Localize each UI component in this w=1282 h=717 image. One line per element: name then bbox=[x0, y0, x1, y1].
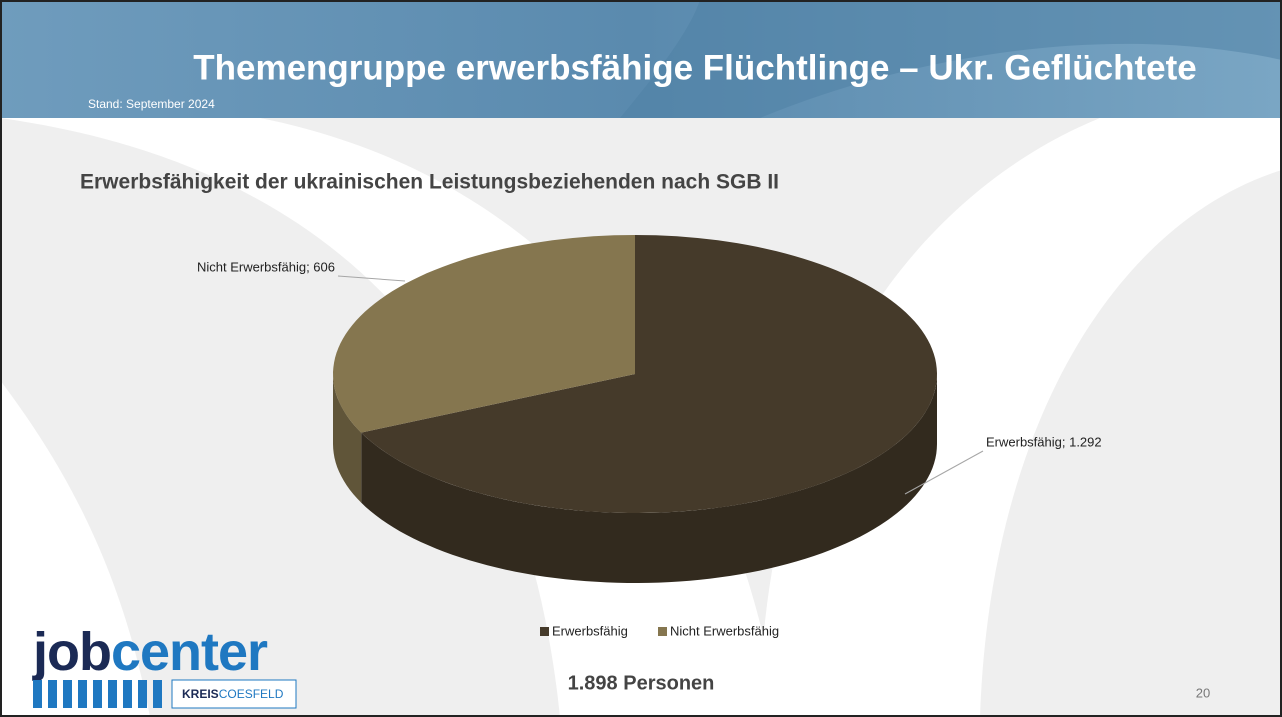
data-label: Nicht Erwerbsfähig; 606 bbox=[197, 259, 335, 274]
stripe bbox=[33, 680, 42, 708]
pie: Erwerbsfähig; 1.292 Nicht Erwerbsfähig; 6… bbox=[197, 235, 1102, 638]
pie-slice bbox=[333, 235, 635, 433]
logo-part: center bbox=[111, 622, 268, 682]
stripe bbox=[78, 680, 87, 708]
logo-stripes bbox=[33, 680, 162, 708]
slide-title: Themengruppe erwerbsfähige Flüchtlinge –… bbox=[193, 48, 1197, 87]
pie-side bbox=[333, 374, 362, 503]
logo-box bbox=[171, 679, 297, 709]
header-swoosh bbox=[620, 0, 1282, 118]
pie-slice bbox=[361, 235, 937, 513]
stripe bbox=[153, 680, 162, 708]
pie-side bbox=[361, 374, 937, 583]
logo-text: jobcenter bbox=[32, 622, 268, 682]
stripe bbox=[48, 680, 57, 708]
data-label: Erwerbsfähig; 1.292 bbox=[986, 434, 1102, 449]
total-label: 1.898 Personen bbox=[568, 672, 715, 694]
legend-label: Nicht Erwerbsfähig bbox=[670, 623, 779, 638]
chart-title: Erwerbsfähigkeit der ukrainischen Leistu… bbox=[80, 171, 779, 194]
swoosh bbox=[0, 380, 150, 717]
slide-date: Stand: September 2024 bbox=[88, 97, 215, 111]
logo-part: job bbox=[32, 622, 111, 682]
stripe bbox=[108, 680, 117, 708]
legend-swatch bbox=[540, 627, 549, 636]
swoosh bbox=[760, 118, 1282, 717]
logo-org: KREISCOESFELD bbox=[182, 687, 284, 701]
legend-label: Erwerbsfähig bbox=[552, 623, 628, 638]
stripe bbox=[123, 680, 132, 708]
page-number: 20 bbox=[1196, 685, 1210, 700]
stripe bbox=[63, 680, 72, 708]
logo-org-part: COESFELD bbox=[219, 687, 284, 701]
leader-line bbox=[904, 450, 984, 495]
logo-org-part: KREIS bbox=[182, 687, 219, 701]
stripe bbox=[93, 680, 102, 708]
leader-line bbox=[337, 275, 406, 282]
stripe bbox=[138, 680, 147, 708]
legend-swatch bbox=[658, 627, 667, 636]
logo: jobcenter KREISCOESFELD bbox=[32, 622, 297, 709]
